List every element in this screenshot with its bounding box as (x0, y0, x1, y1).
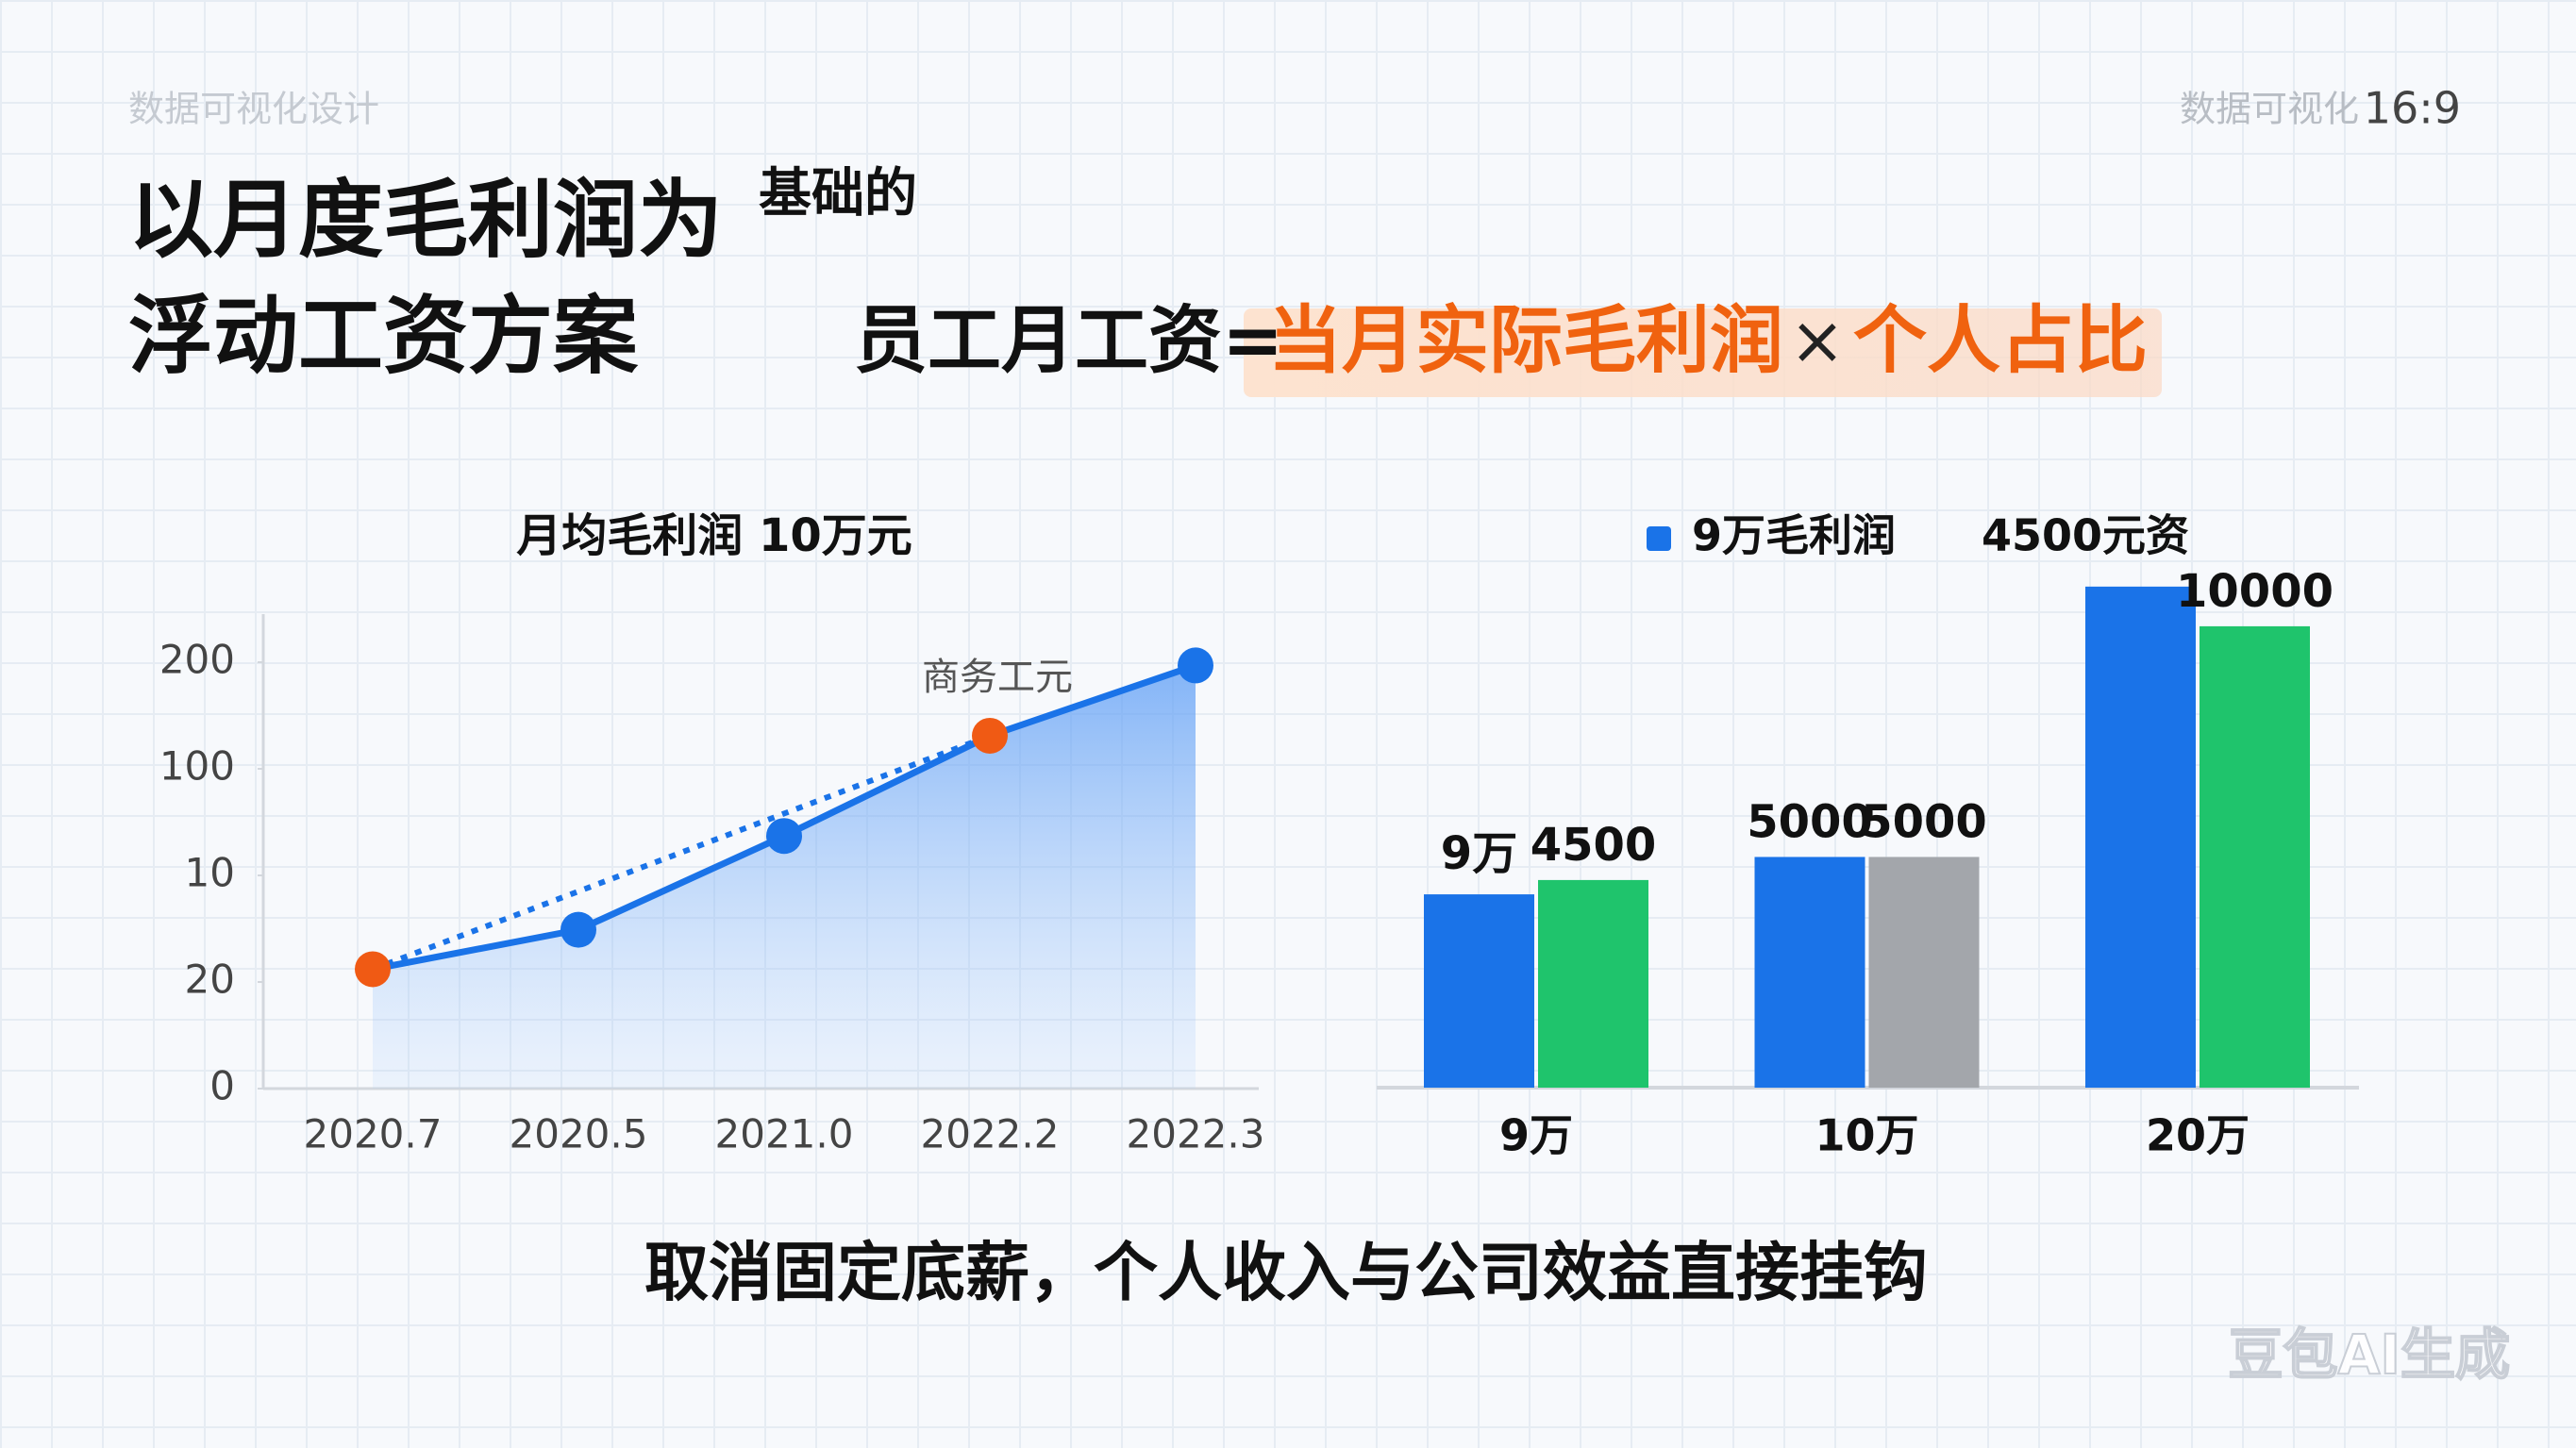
footer: 取消固定底薪，个人收入与公司效益直接挂钩 (644, 1237, 1928, 1311)
x-tick-label: 2020.5 (510, 1111, 648, 1157)
x-tick-label: 2022.2 (921, 1111, 1060, 1157)
bar (1538, 879, 1648, 1088)
bar (2200, 625, 2310, 1088)
x-tick-label: 9万 (1499, 1110, 1573, 1161)
bar (1868, 857, 1980, 1088)
chart-title: 月均毛利润 10万元 (516, 509, 912, 562)
bar (2085, 586, 2196, 1088)
formula-highlight (1244, 308, 2162, 397)
x-tick-label: 2022.3 (1127, 1111, 1265, 1157)
formula-term: 当月实际毛利润 (1268, 298, 1783, 383)
legend-label: 9万毛利润 (1692, 510, 1896, 561)
trend-line (371, 733, 992, 973)
y-tick-label: 20 (185, 957, 235, 1003)
bar (1424, 894, 1534, 1088)
x-tick-label: 10万 (1815, 1110, 1918, 1161)
formula-left: 员工月工资= (854, 298, 1283, 383)
watermark: 豆包AI生成 (2229, 1323, 2510, 1387)
y-tick-label: 0 (209, 1063, 235, 1109)
header-ratio: 16:9 (2364, 83, 2461, 134)
point (1178, 647, 1213, 684)
bar (1754, 857, 1865, 1088)
y-tick-label: 10 (185, 850, 235, 896)
annotation: 商务工元 (922, 656, 1073, 699)
point (355, 951, 391, 988)
value-label: 5000 (1747, 795, 1873, 848)
header-left: 数据可视化设计 (128, 89, 379, 130)
formula-operator: × (1790, 302, 1846, 379)
title-line2: 浮动工资方案 (128, 287, 639, 386)
value-label: 10000 (2176, 565, 2333, 618)
value-label: 5000 (1861, 795, 1987, 848)
formula-term: 个人占比 (1853, 298, 2148, 383)
title-superscript: 基础的 (759, 163, 917, 225)
x-tick-label: 20万 (2146, 1110, 2250, 1161)
point (560, 911, 596, 948)
point (972, 717, 1008, 754)
title-line1: 以月度毛利润为 (128, 171, 723, 270)
x-tick-label: 2021.0 (715, 1111, 854, 1157)
legend-marker (1647, 526, 1671, 551)
area (373, 665, 1196, 1089)
header-right-label: 数据可视化 (2180, 89, 2359, 130)
y-tick-label: 200 (159, 637, 235, 683)
legend-label: 4500元资 (1982, 510, 2189, 561)
annotation: 9万 (1441, 827, 1517, 880)
value-label: 4500 (1531, 819, 1657, 872)
point (766, 818, 802, 855)
x-tick-label: 2020.7 (304, 1111, 443, 1157)
y-tick-label: 100 (159, 743, 235, 790)
